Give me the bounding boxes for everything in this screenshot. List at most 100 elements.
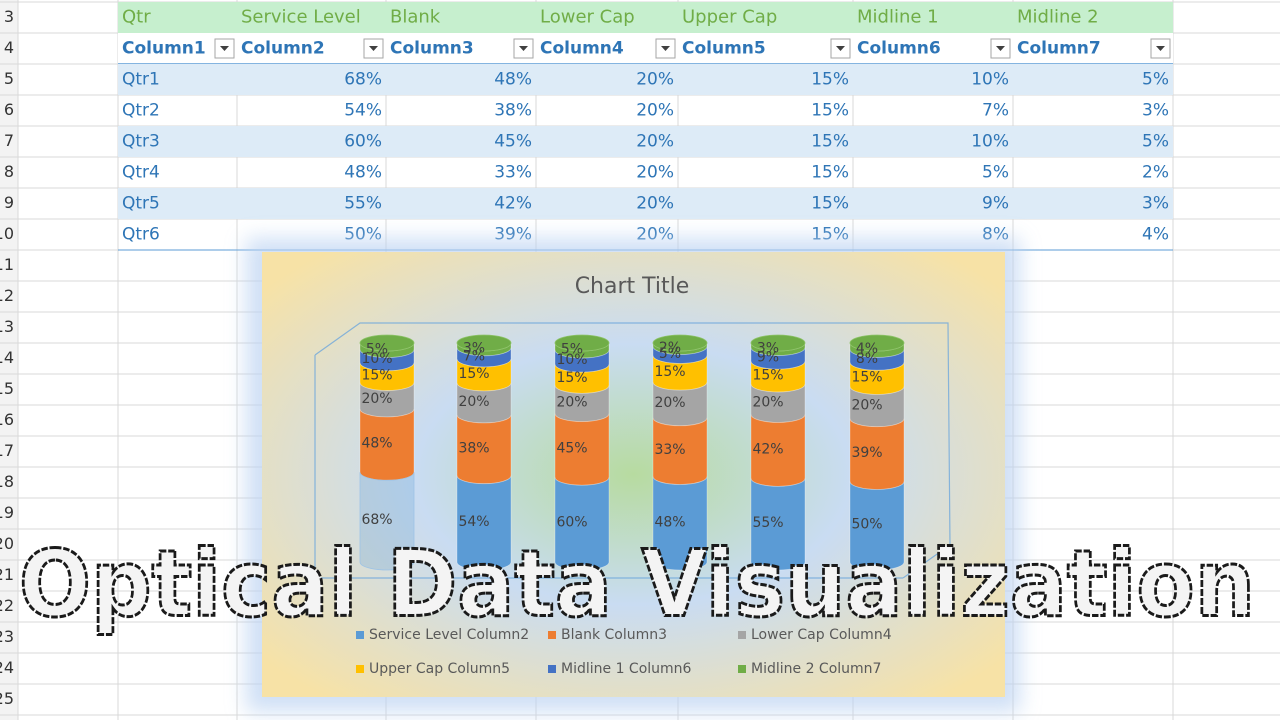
row-number: 14	[0, 348, 14, 367]
row-number: 5	[4, 69, 14, 88]
data-label: 15%	[654, 364, 685, 380]
data-label: 39%	[851, 445, 882, 461]
data-cell: 7%	[982, 101, 1009, 121]
header-cell: Column2	[241, 39, 325, 59]
row-number: 24	[0, 658, 14, 677]
data-cell: 5%	[1142, 132, 1169, 152]
data-label: 54%	[458, 514, 489, 530]
chart-title: Chart Title	[575, 274, 690, 299]
cylinder-cap	[849, 334, 905, 352]
data-label: 45%	[556, 440, 587, 456]
title-cell: Midline 1	[857, 7, 939, 28]
cylinder-cap	[554, 334, 610, 352]
filter-arrow	[220, 46, 229, 51]
data-cell: 45%	[494, 132, 532, 152]
data-label: 20%	[361, 391, 392, 407]
header-cell: Column3	[390, 39, 474, 59]
data-cell: 3%	[1142, 194, 1169, 214]
legend: Service Level Column2 Blank Column3 Lower …	[356, 627, 892, 677]
data-label: 20%	[654, 395, 685, 411]
cylinder-cap	[750, 334, 806, 352]
row-number: 9	[4, 193, 14, 212]
data-cell: 15%	[811, 163, 849, 183]
header-cell: Column5	[682, 39, 766, 59]
row-number: 22	[0, 596, 14, 615]
cylinder-segment	[359, 472, 415, 571]
legend-marker	[356, 665, 364, 673]
data-table: Qtr Service Level Blank Lower Cap Upper Cap M…	[118, 2, 1173, 251]
data-label: 50%	[851, 517, 882, 533]
cylinder-segment	[750, 478, 806, 571]
legend-marker	[738, 631, 746, 639]
data-cell: 9%	[982, 194, 1009, 214]
data-label: 2%	[659, 340, 681, 356]
data-label: 15%	[752, 368, 783, 384]
filter-arrow	[369, 46, 378, 51]
cylinder-segment	[554, 477, 610, 571]
data-label: 10%	[361, 351, 392, 367]
data-label: 5%	[561, 342, 583, 358]
data-label: 9%	[757, 349, 779, 365]
legend-marker	[738, 665, 746, 673]
chart-walls	[314, 322, 951, 579]
cylinder-segment	[456, 347, 512, 368]
row-number: 12	[0, 286, 14, 305]
legend-label: Service Level Column2	[369, 627, 529, 643]
row-number: 6	[4, 100, 14, 119]
data-label: 38%	[458, 440, 489, 456]
data-cell: Qtr6	[122, 225, 160, 245]
cylinder-cap	[456, 334, 512, 352]
cylinder-segment	[554, 364, 610, 394]
row-headers: 3 4 5 6 7 8 9 10 11 12 13 14 15 16 17 18 19 20 21 22 23 24 25	[0, 7, 14, 708]
title-cell: Qtr	[122, 7, 151, 28]
row-header-bg	[0, 0, 18, 720]
legend-label: Lower Cap Column4	[751, 627, 892, 643]
cylinder-segment	[750, 383, 806, 423]
filter-arrow	[519, 46, 528, 51]
data-label: 60%	[556, 515, 587, 531]
data-cell: 42%	[494, 194, 532, 214]
band-row	[118, 64, 1173, 95]
header-cell: Column1	[122, 39, 206, 59]
data-label: 5%	[659, 346, 681, 362]
cylinder-cap	[359, 334, 415, 352]
data-cell: 20%	[636, 194, 674, 214]
data-cell: 20%	[636, 132, 674, 152]
filter-arrow	[661, 46, 670, 51]
row-number: 10	[0, 224, 14, 243]
data-label: 55%	[752, 515, 783, 531]
data-cell: 55%	[344, 194, 382, 214]
row-number: 13	[0, 317, 14, 336]
cylinder-segment	[359, 362, 415, 391]
cylinder-segment	[456, 475, 512, 571]
data-cell: 20%	[636, 70, 674, 90]
data-label: 20%	[556, 395, 587, 411]
data-cell: 5%	[1142, 70, 1169, 90]
filter-arrow	[836, 46, 845, 51]
cylinder-segment	[652, 476, 708, 571]
data-label: 15%	[361, 368, 392, 384]
header-cell: Column6	[857, 39, 941, 59]
data-label: 7%	[463, 348, 485, 364]
row-number: 21	[0, 565, 14, 584]
data-cell: 10%	[971, 70, 1009, 90]
data-cell: Qtr1	[122, 70, 160, 90]
legend-marker	[548, 631, 556, 639]
data-label: 48%	[361, 436, 392, 452]
data-cell: 10%	[971, 132, 1009, 152]
legend-marker	[356, 631, 364, 639]
legend-label: Midline 2 Column7	[751, 661, 881, 677]
row-number: 8	[4, 162, 14, 181]
data-label: 33%	[654, 442, 685, 458]
row-number: 4	[4, 38, 14, 57]
data-cell: 60%	[344, 132, 382, 152]
data-label: 42%	[752, 441, 783, 457]
legend-label: Midline 1 Column6	[561, 661, 692, 677]
band-row	[118, 126, 1173, 157]
data-cell: Qtr5	[122, 194, 160, 214]
row-number: 25	[0, 689, 14, 708]
header-cell: Column7	[1017, 39, 1101, 59]
header-cell: Column4	[540, 39, 624, 59]
band-row	[118, 188, 1173, 219]
legend-label: Blank Column3	[561, 627, 667, 643]
